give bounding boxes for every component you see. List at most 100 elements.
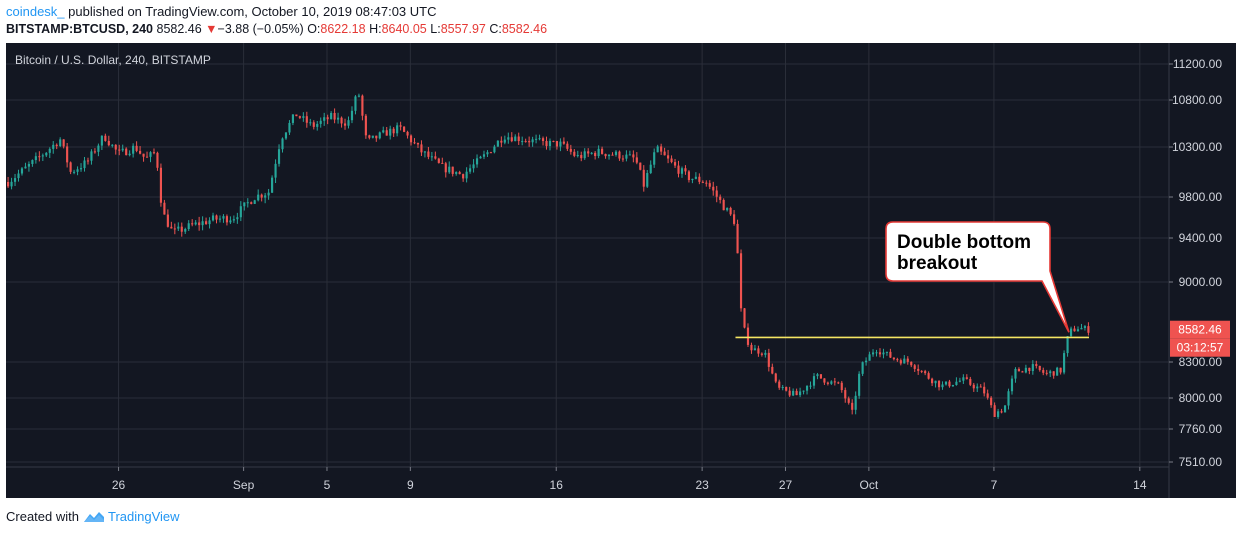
price-chart[interactable]: 11200.0010800.0010300.009800.009400.0090…: [6, 43, 1236, 498]
candle-body: [364, 115, 367, 136]
candle-body: [34, 156, 37, 161]
candle-body: [333, 112, 336, 120]
candle-body: [635, 157, 638, 163]
candle-body: [837, 382, 840, 384]
candle-body: [1073, 328, 1076, 332]
candle-body: [218, 218, 222, 220]
candle-body: [298, 116, 301, 118]
candle-body: [1063, 353, 1066, 373]
candle-body: [625, 154, 628, 159]
candle-body: [271, 177, 274, 193]
candle-body: [840, 382, 843, 391]
last-price-tag-text: 8582.46: [1178, 323, 1222, 337]
candle-body: [444, 163, 447, 173]
candle-body: [31, 160, 34, 164]
candle-body: [114, 144, 117, 150]
candle-body: [458, 172, 461, 175]
candle-body: [277, 149, 281, 164]
candle-body: [1003, 405, 1007, 413]
candle-body: [680, 168, 684, 174]
candle-body: [413, 142, 416, 144]
candle-body: [541, 138, 545, 141]
candle-body: [851, 402, 854, 410]
candle-body: [604, 153, 607, 157]
close-label: C:: [489, 22, 502, 36]
candle-body: [788, 390, 791, 396]
candle-body: [295, 114, 298, 117]
candle-body: [225, 216, 229, 223]
time-tick-label: 16: [550, 478, 564, 492]
candle-body: [993, 405, 996, 417]
candle-body: [986, 393, 989, 398]
candle-body: [757, 348, 760, 354]
annotation-callout[interactable]: Double bottom breakout: [885, 221, 1070, 333]
candle-body: [406, 131, 409, 136]
callout-text-line2: breakout: [897, 253, 978, 274]
candle-body: [514, 136, 517, 142]
candle-body: [941, 384, 944, 388]
candle-body: [548, 140, 552, 147]
symbol-label: BITSTAMP:BTCUSD, 240: [6, 22, 154, 36]
grid-lines: [6, 43, 1169, 467]
candle-body: [354, 96, 357, 111]
candle-body: [611, 154, 614, 156]
candle-body: [163, 202, 166, 215]
candle-body: [590, 152, 593, 154]
candle-body: [684, 168, 687, 172]
time-axis[interactable]: 26 Sep 5 9 16 23 27 Oct 7 14: [112, 467, 1147, 492]
price-axis[interactable]: 11200.00 10800.00 10300.00 9800.00 9400.00 90…: [1169, 57, 1222, 469]
candle-body: [455, 172, 458, 174]
candle-body: [465, 171, 468, 179]
candle-body: [156, 152, 159, 168]
candle-body: [833, 381, 836, 383]
candle-body: [243, 202, 246, 207]
candle-body: [955, 381, 958, 385]
candle-body: [667, 155, 670, 159]
candle-body: [107, 140, 110, 146]
candle-body: [305, 116, 308, 123]
candle-body: [750, 344, 753, 351]
candle-body: [903, 358, 906, 364]
candle-body: [799, 391, 802, 396]
candle-body: [423, 151, 427, 153]
candle-body: [1038, 365, 1041, 371]
candle-body: [618, 151, 621, 159]
candle-body: [191, 223, 194, 225]
candle-body: [38, 156, 41, 158]
candle-body: [847, 398, 850, 403]
candle-body: [489, 152, 493, 154]
candle-body: [139, 150, 142, 154]
candle-body: [896, 359, 899, 361]
candle-body: [239, 206, 242, 218]
chart-background: [6, 43, 1236, 498]
published-text: published on TradingView.com, October 10…: [68, 4, 437, 19]
candle-body: [656, 146, 659, 153]
candle-body: [347, 120, 350, 126]
candle-body: [924, 371, 927, 374]
author-name[interactable]: coindesk_: [6, 4, 65, 19]
candle-body: [1052, 371, 1055, 376]
candle-body: [350, 110, 354, 121]
time-tick-label: Oct: [860, 478, 879, 492]
open-label: O:: [307, 22, 321, 36]
candle-body: [639, 162, 642, 170]
candle-body: [493, 146, 496, 153]
candle-body: [142, 153, 145, 157]
candle-body: [250, 202, 253, 204]
candle-body: [326, 117, 329, 120]
candle-body: [1049, 371, 1052, 374]
candle-body: [111, 144, 114, 146]
tradingview-link[interactable]: TradingView: [83, 509, 180, 524]
candle-body: [524, 141, 527, 143]
candle-body: [726, 207, 729, 211]
candle-body: [118, 149, 121, 151]
price-tick-label: 9400.00: [1179, 231, 1223, 245]
candle-body: [965, 377, 968, 379]
candle-body: [469, 168, 472, 172]
candle-body: [69, 162, 72, 172]
candle-body: [135, 145, 138, 151]
candle-body: [517, 136, 520, 142]
candle-body: [705, 182, 708, 184]
candle-body: [284, 132, 288, 139]
candle-body: [712, 186, 715, 191]
